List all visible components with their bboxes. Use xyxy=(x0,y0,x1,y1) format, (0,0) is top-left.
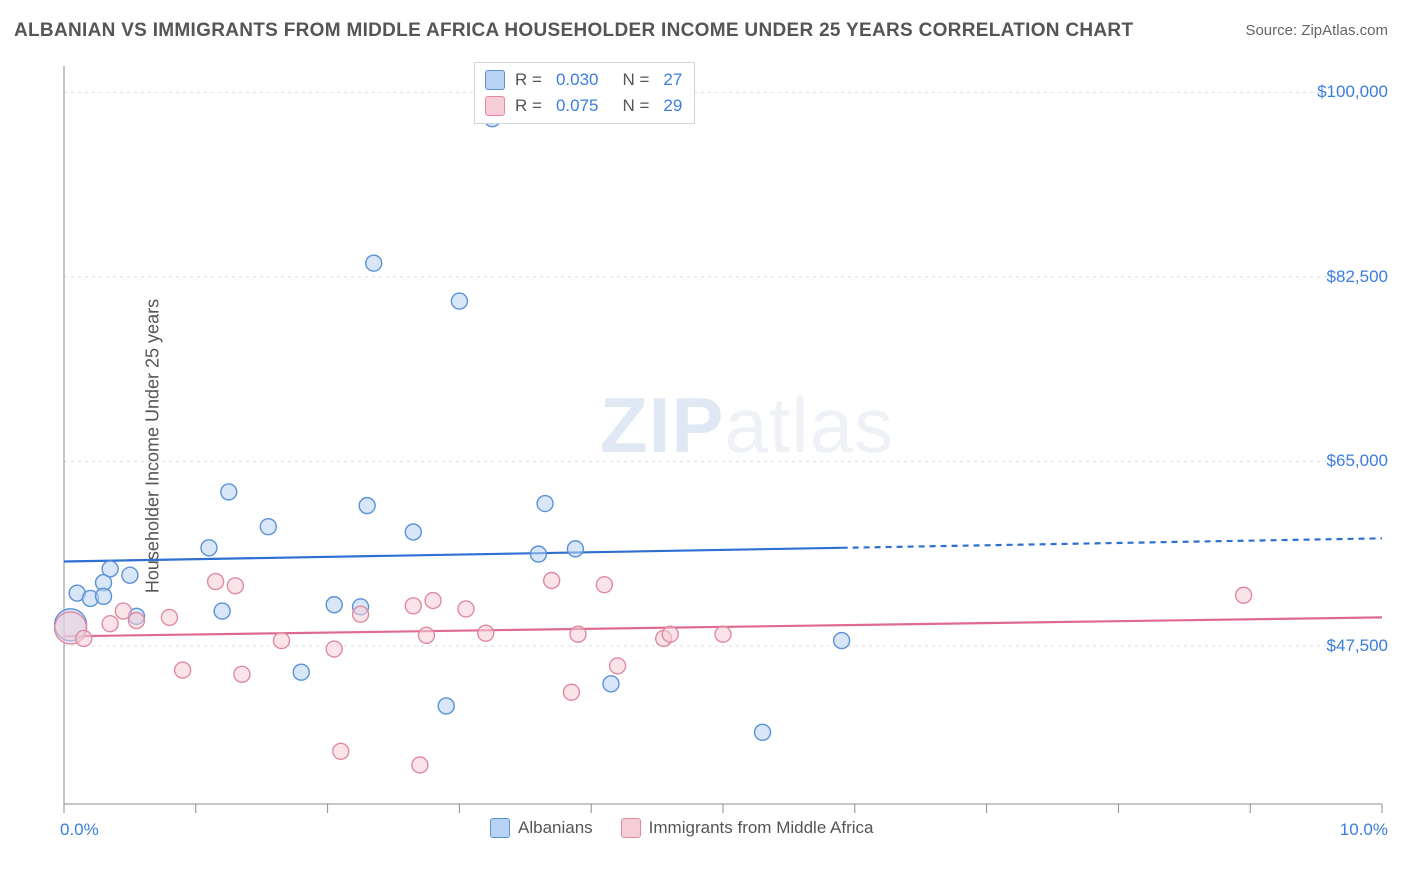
legend-swatch xyxy=(485,70,505,90)
y-tick-label: $100,000 xyxy=(1317,82,1388,102)
legend-swatch xyxy=(490,818,510,838)
legend-stats: R =0.030N =27R =0.075N =29 xyxy=(474,62,695,124)
n-value: 27 xyxy=(663,70,682,90)
x-axis-min-label: 0.0% xyxy=(60,820,99,840)
scatter-svg xyxy=(50,60,1390,840)
legend-label: Albanians xyxy=(518,818,593,838)
y-tick-label: $47,500 xyxy=(1327,636,1388,656)
source-label: Source: ZipAtlas.com xyxy=(1245,22,1388,39)
legend-stat-row: R =0.075N =29 xyxy=(485,93,684,119)
n-value: 29 xyxy=(663,96,682,116)
legend-series: Albanians Immigrants from Middle Africa xyxy=(490,818,874,838)
x-axis-max-label: 10.0% xyxy=(1340,820,1388,840)
plot-area xyxy=(50,60,1390,840)
r-value: 0.030 xyxy=(556,70,599,90)
chart-container: ALBANIAN VS IMMIGRANTS FROM MIDDLE AFRIC… xyxy=(0,0,1406,892)
chart-title: ALBANIAN VS IMMIGRANTS FROM MIDDLE AFRIC… xyxy=(14,20,1133,42)
legend-swatch xyxy=(485,96,505,116)
y-tick-label: $65,000 xyxy=(1327,451,1388,471)
r-value: 0.075 xyxy=(556,96,599,116)
legend-item: Immigrants from Middle Africa xyxy=(621,818,874,838)
legend-item: Albanians xyxy=(490,818,593,838)
legend-swatch xyxy=(621,818,641,838)
y-tick-label: $82,500 xyxy=(1327,267,1388,287)
legend-stat-row: R =0.030N =27 xyxy=(485,67,684,93)
legend-label: Immigrants from Middle Africa xyxy=(649,818,874,838)
